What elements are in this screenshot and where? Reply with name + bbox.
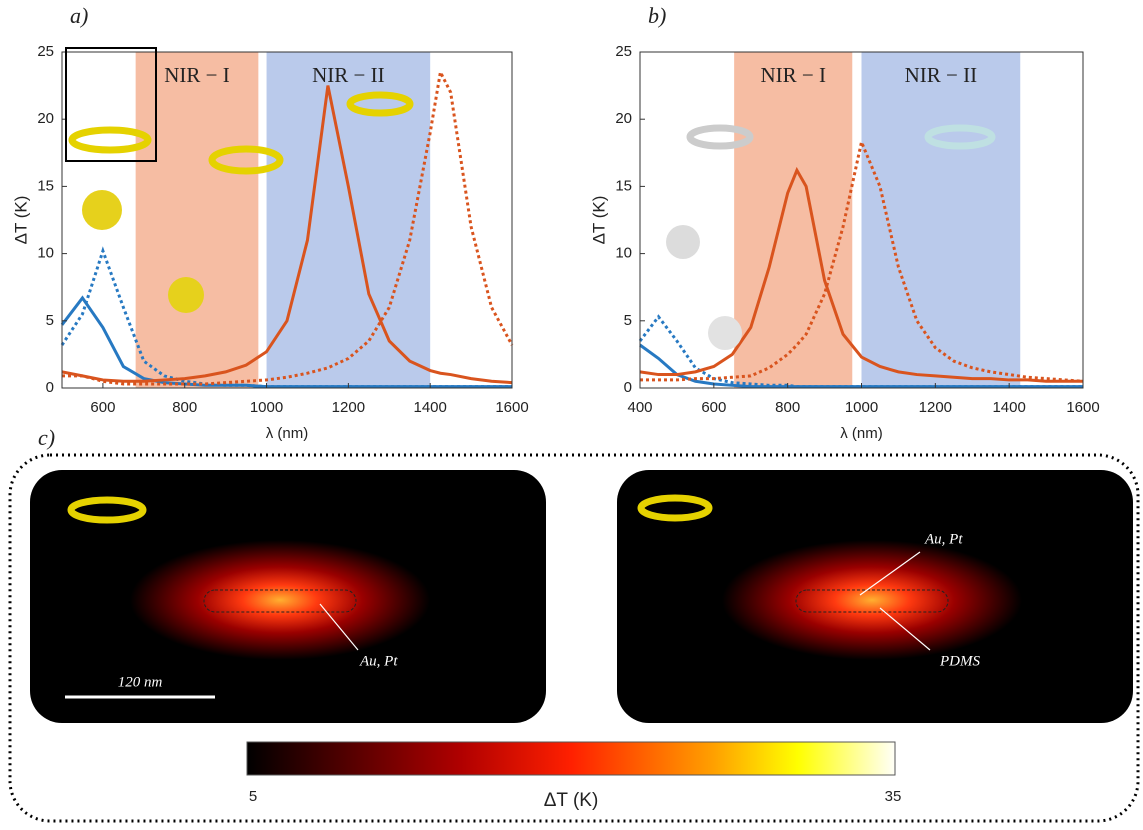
y-tick-label: 0 — [46, 379, 54, 396]
y-tick-label: 10 — [37, 245, 54, 262]
panel-border — [8, 453, 1140, 823]
x-tick-label: 1600 — [1066, 399, 1099, 416]
material-label: Au, Pt — [924, 531, 963, 547]
y-tick-label: 15 — [37, 177, 54, 194]
x-tick-label: 1200 — [919, 399, 952, 416]
x-tick-label: 600 — [90, 399, 115, 416]
ring-icon — [686, 124, 754, 150]
ring-icon — [67, 496, 147, 524]
axes-box — [61, 51, 513, 389]
x-tick-label: 800 — [172, 399, 197, 416]
ring-outline — [203, 589, 357, 613]
x-tick-label: 1400 — [992, 399, 1025, 416]
colorbar-max: 35 — [885, 788, 902, 805]
sphere-icon — [168, 277, 204, 313]
line — [62, 67, 514, 386]
y-tick-label: 20 — [37, 110, 54, 127]
ring-icon — [68, 126, 152, 154]
x-tick-label: 1600 — [495, 399, 528, 416]
y-tick-label: 25 — [615, 43, 632, 60]
ring-outline — [795, 589, 949, 613]
line — [638, 314, 1083, 389]
x-tick-label: 800 — [775, 399, 800, 416]
y-tick-label: 0 — [624, 379, 632, 396]
y-tick-label: 25 — [37, 43, 54, 60]
x-axis-label: λ (nm) — [840, 425, 883, 442]
y-tick-label: 5 — [624, 312, 632, 329]
panel-title: c) — [38, 425, 55, 450]
sphere-icon — [82, 190, 122, 230]
colorbar-label: ΔT (K) — [544, 790, 599, 811]
ring-icon — [637, 494, 713, 522]
inset-box — [65, 47, 157, 162]
y-tick-label: 5 — [46, 312, 54, 329]
line — [639, 166, 1083, 383]
icons — [65, 47, 996, 524]
line — [640, 137, 1084, 383]
pointer-arrow — [319, 603, 359, 651]
colorbar-min: 5 — [249, 788, 257, 805]
heat-spot — [722, 540, 1022, 660]
band-label: NIR − I — [164, 63, 230, 87]
y-tick-label: 20 — [615, 110, 632, 127]
colorbar — [246, 741, 896, 776]
x-tick-label: 400 — [627, 399, 652, 416]
band-label: NIR − II — [905, 63, 978, 87]
scale-bar-label: 120 nm — [118, 674, 163, 690]
ring-icon — [346, 91, 414, 117]
line — [60, 246, 512, 389]
band — [135, 52, 259, 388]
band — [861, 52, 1021, 388]
x-tick-label: 600 — [701, 399, 726, 416]
y-axis-label: ΔT (K) — [589, 196, 608, 245]
y-tick-label: 15 — [615, 177, 632, 194]
sphere-icon — [708, 316, 742, 350]
band-label: NIR − I — [760, 63, 826, 87]
material-label: Au, Pt — [359, 653, 398, 669]
sphere-icon — [666, 225, 700, 259]
ring-icon — [924, 124, 996, 150]
x-tick-label: 1000 — [250, 399, 283, 416]
x-tick-label: 1200 — [332, 399, 365, 416]
panel-title: a) — [70, 3, 88, 28]
ring-icon — [208, 145, 284, 175]
band — [734, 52, 853, 388]
y-tick-label: 10 — [615, 245, 632, 262]
x-tick-label: 1400 — [413, 399, 446, 416]
x-axis-label: λ (nm) — [266, 425, 309, 442]
y-axis-label: ΔT (K) — [11, 196, 30, 245]
line — [61, 85, 513, 385]
pointer-arrow — [879, 607, 931, 651]
panel-title: b) — [648, 3, 666, 28]
heat-spot — [130, 540, 430, 660]
x-tick-label: 1000 — [845, 399, 878, 416]
material-label: PDMS — [939, 653, 980, 669]
pointer-arrow — [859, 551, 921, 596]
band-label: NIR − II — [312, 63, 385, 87]
